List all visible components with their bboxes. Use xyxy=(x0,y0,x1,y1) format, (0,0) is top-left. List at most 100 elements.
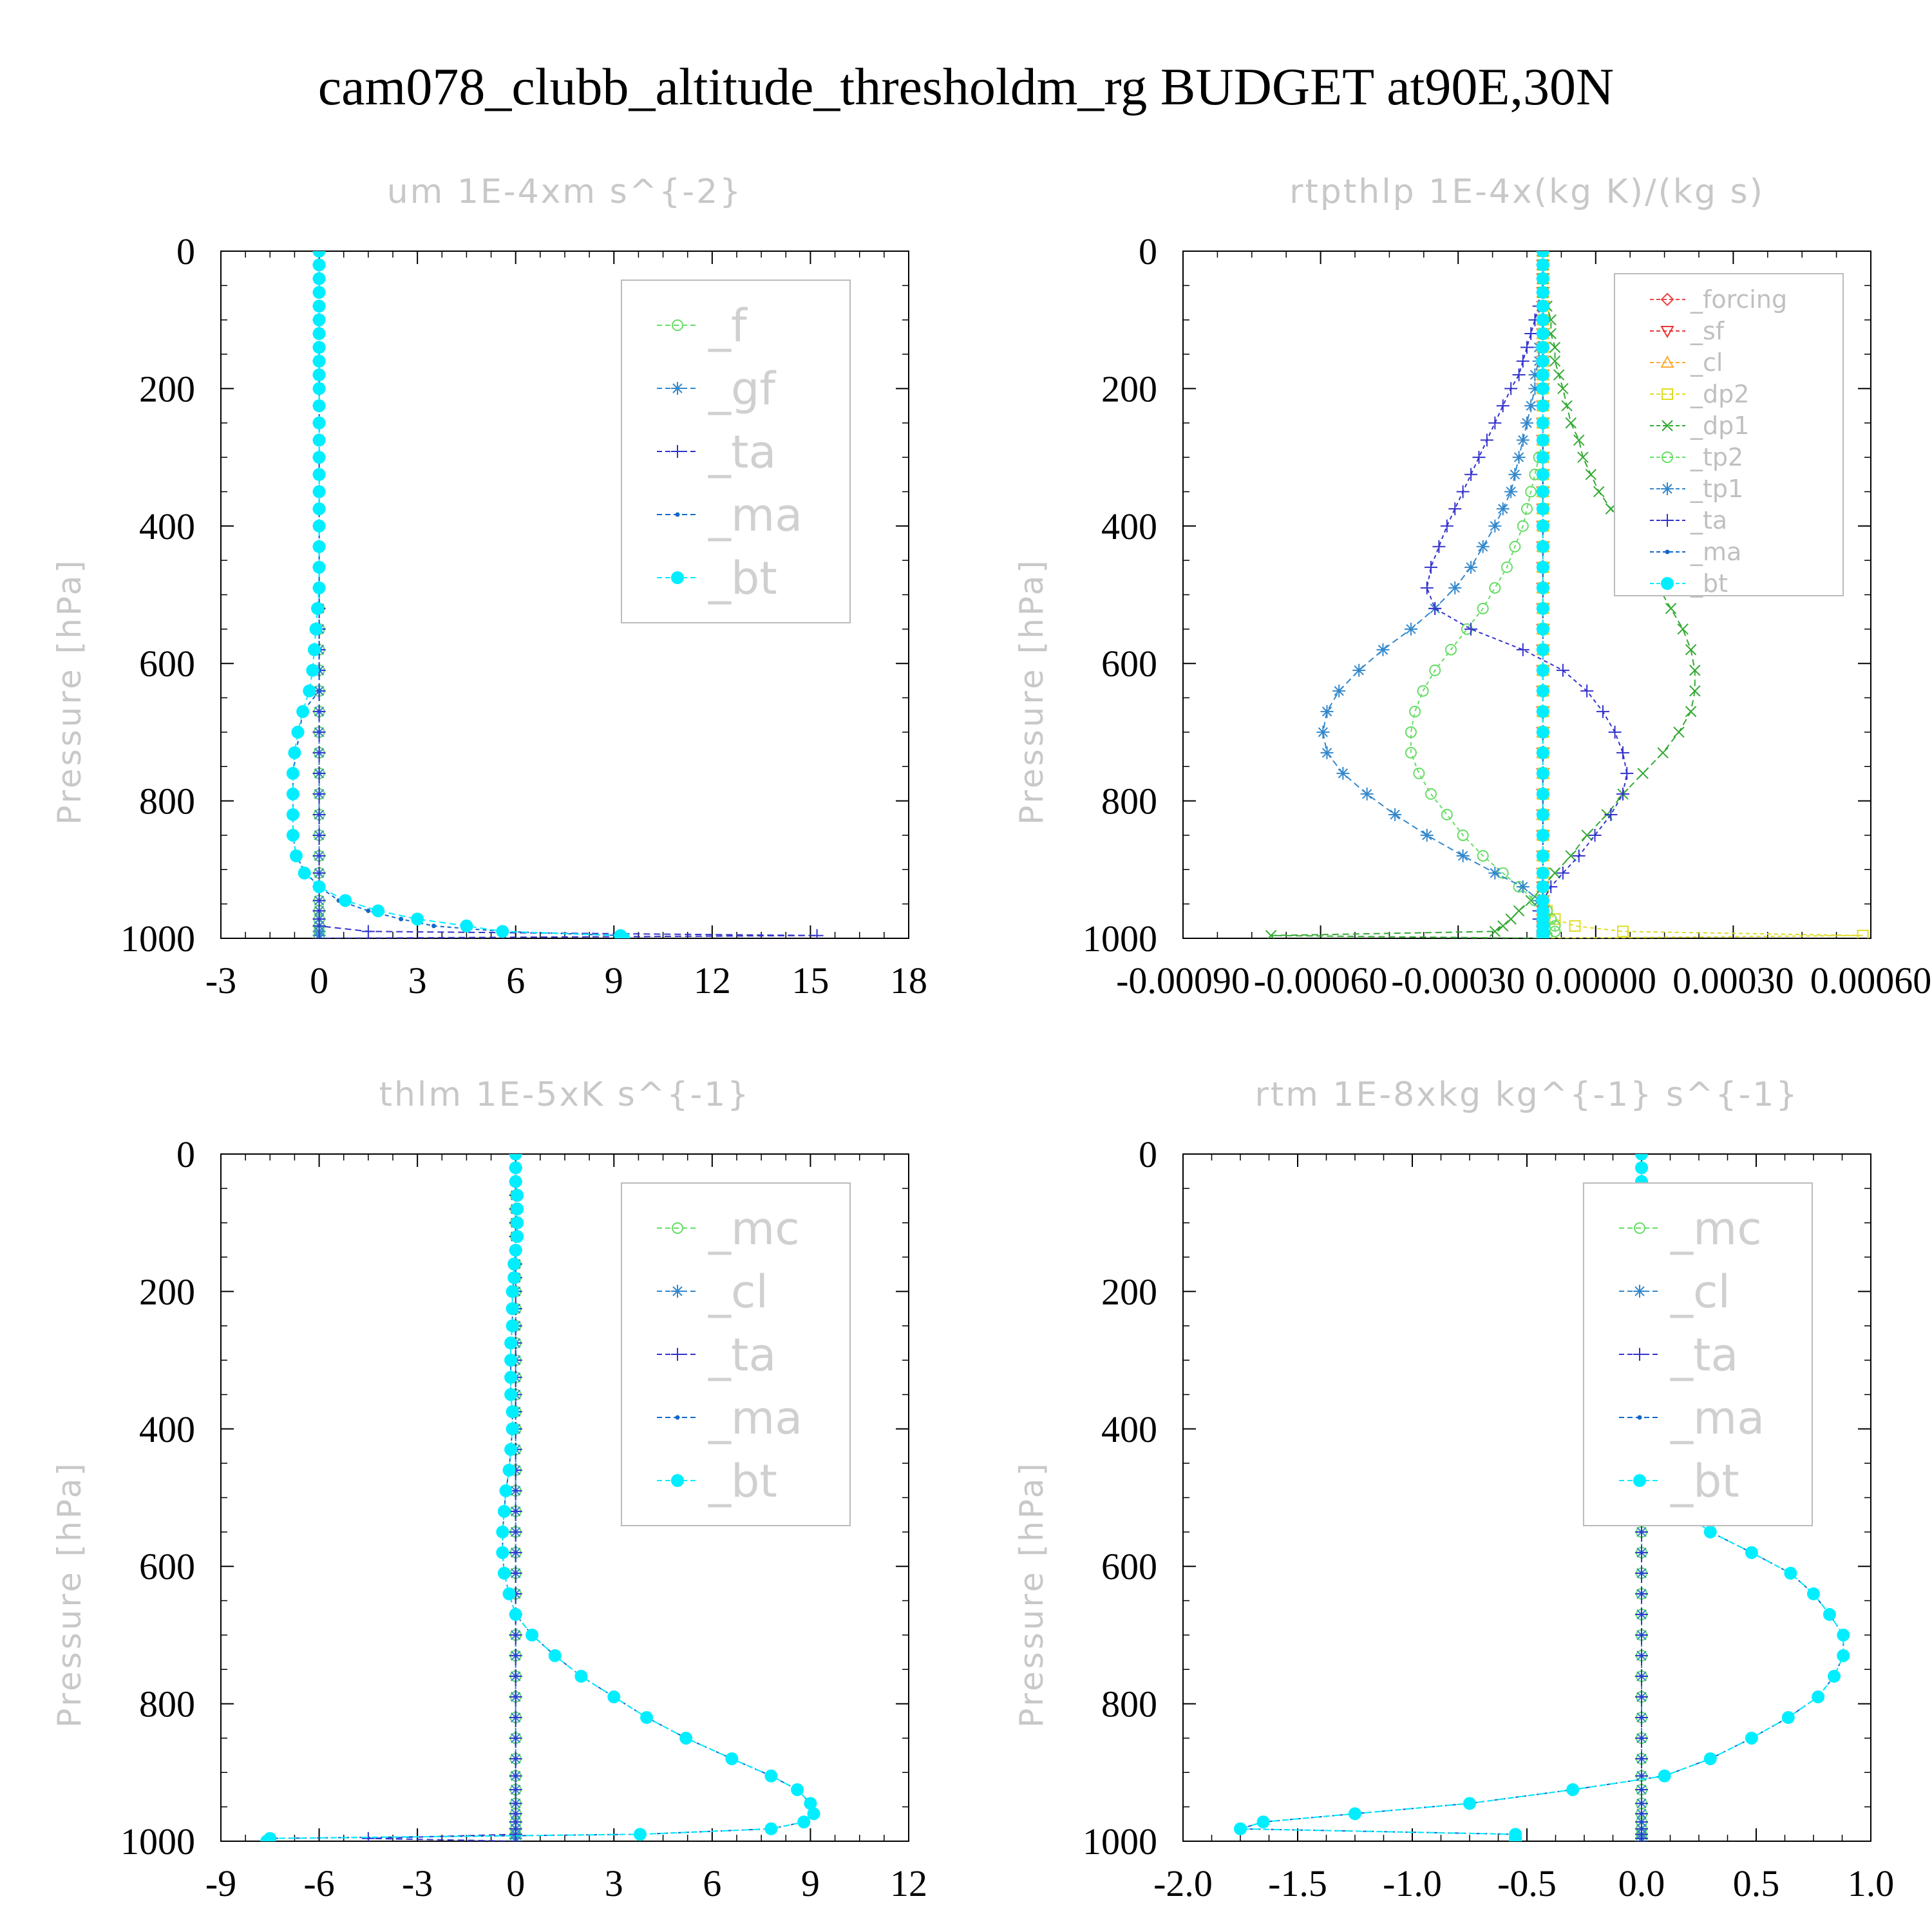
data-point xyxy=(1635,1731,1648,1745)
x-tick-label: -0.00090 xyxy=(1116,960,1250,1001)
data-point xyxy=(574,1669,588,1683)
data-point xyxy=(1581,829,1593,841)
data-point xyxy=(312,327,326,341)
data-point xyxy=(431,923,437,929)
y-tick-label: 200 xyxy=(139,1271,195,1312)
data-point xyxy=(1536,399,1549,413)
y-tick-label: 400 xyxy=(139,506,195,547)
data-point xyxy=(260,1835,274,1841)
data-point xyxy=(1425,788,1437,800)
data-point xyxy=(1440,519,1454,533)
y-axis-label: Pressure [hPa] xyxy=(1013,558,1050,825)
data-point xyxy=(1488,416,1502,430)
data-point xyxy=(303,684,316,697)
data-point xyxy=(312,787,326,800)
data-point xyxy=(286,808,299,821)
data-point xyxy=(1857,929,1869,938)
panel-rtm: rtm 1E-8xkg kg^{-1} s^{-1} Pressure [hPa]… xyxy=(1013,1075,1894,1904)
data-point xyxy=(312,272,326,285)
x-tick-label: 18 xyxy=(890,960,927,1001)
series-layer xyxy=(1265,251,1869,938)
data-point xyxy=(506,1405,519,1419)
y-tick-label: 400 xyxy=(1101,1408,1157,1450)
data-point xyxy=(1657,747,1669,759)
data-point xyxy=(511,1230,524,1244)
legend-box xyxy=(1614,273,1844,596)
legend-marker xyxy=(675,512,680,517)
legend-marker xyxy=(1661,482,1674,495)
legend-marker xyxy=(675,1415,680,1420)
data-point xyxy=(312,866,326,880)
data-point xyxy=(1580,684,1594,697)
data-point xyxy=(411,913,424,926)
data-point xyxy=(1536,663,1549,677)
series-layer xyxy=(260,1154,820,1841)
y-tick-label: 1000 xyxy=(1083,1821,1157,1862)
panel-title: rtm 1E-8xkg kg^{-1} s^{-1} xyxy=(1255,1075,1799,1114)
data-point xyxy=(509,1628,522,1642)
legend-label: _ma xyxy=(708,489,802,542)
data-point xyxy=(306,663,319,677)
y-axis-label: Pressure [hPa] xyxy=(1013,1461,1050,1728)
panel-thlm: thlm 1E-5xK s^{-1} Pressure [hPa] -9 -6 -3 0 3… xyxy=(51,1075,927,1904)
x-tick-label: 12 xyxy=(694,960,731,1001)
data-point xyxy=(1525,486,1537,498)
data-point xyxy=(286,766,299,780)
data-point xyxy=(1505,913,1517,925)
data-point xyxy=(1509,540,1521,553)
data-point xyxy=(509,1783,522,1796)
y-tick-label: 600 xyxy=(139,1546,195,1587)
data-point xyxy=(312,451,326,464)
data-point xyxy=(312,766,326,780)
data-point xyxy=(1521,503,1533,515)
data-point xyxy=(1665,603,1677,614)
series-line xyxy=(1426,251,1628,938)
data-point xyxy=(312,368,326,382)
data-point xyxy=(1635,1161,1648,1175)
data-point xyxy=(286,787,299,800)
x-tick-label: 0.00060 xyxy=(1810,960,1932,1001)
data-point xyxy=(1536,258,1549,272)
data-point xyxy=(1635,1154,1648,1160)
data-point xyxy=(1596,705,1609,718)
data-point xyxy=(1536,433,1549,447)
data-point xyxy=(1689,685,1701,697)
x-tick-label: -6 xyxy=(303,1862,334,1904)
data-point xyxy=(1477,849,1489,862)
legend-marker xyxy=(1661,514,1674,527)
data-point xyxy=(509,1546,522,1559)
data-point xyxy=(361,925,375,938)
x-tick-label: 15 xyxy=(791,960,829,1001)
data-point xyxy=(1635,1835,1648,1841)
data-point xyxy=(312,828,326,842)
legend-label: _ta xyxy=(1670,1329,1738,1381)
data-point xyxy=(312,560,326,574)
data-point xyxy=(307,643,321,656)
data-point xyxy=(1549,913,1561,925)
data-point xyxy=(1635,1649,1648,1662)
data-point xyxy=(1352,663,1366,677)
data-point xyxy=(1489,582,1501,594)
data-point xyxy=(1677,623,1689,635)
data-point xyxy=(1536,894,1549,907)
data-point xyxy=(1536,866,1549,880)
data-point xyxy=(1565,417,1577,429)
y-tick-label: 600 xyxy=(1101,643,1157,685)
data-point xyxy=(506,1422,519,1435)
data-point xyxy=(1512,368,1526,382)
data-point xyxy=(1456,485,1470,498)
x-tick-label: -1.0 xyxy=(1383,1862,1442,1904)
data-point xyxy=(1516,643,1530,656)
data-point xyxy=(1536,828,1549,842)
x-tick-label: 6 xyxy=(703,1862,721,1904)
data-point xyxy=(1516,354,1530,368)
data-point xyxy=(1536,327,1549,341)
data-point xyxy=(1658,1769,1671,1783)
x-tick-label: 0.00030 xyxy=(1672,960,1794,1001)
legend-marker xyxy=(672,319,683,331)
data-point xyxy=(1573,434,1585,446)
data-point xyxy=(1549,341,1561,354)
data-point xyxy=(312,932,326,938)
data-point xyxy=(1673,726,1685,738)
panel-title: thlm 1E-5xK s^{-1} xyxy=(379,1075,751,1114)
